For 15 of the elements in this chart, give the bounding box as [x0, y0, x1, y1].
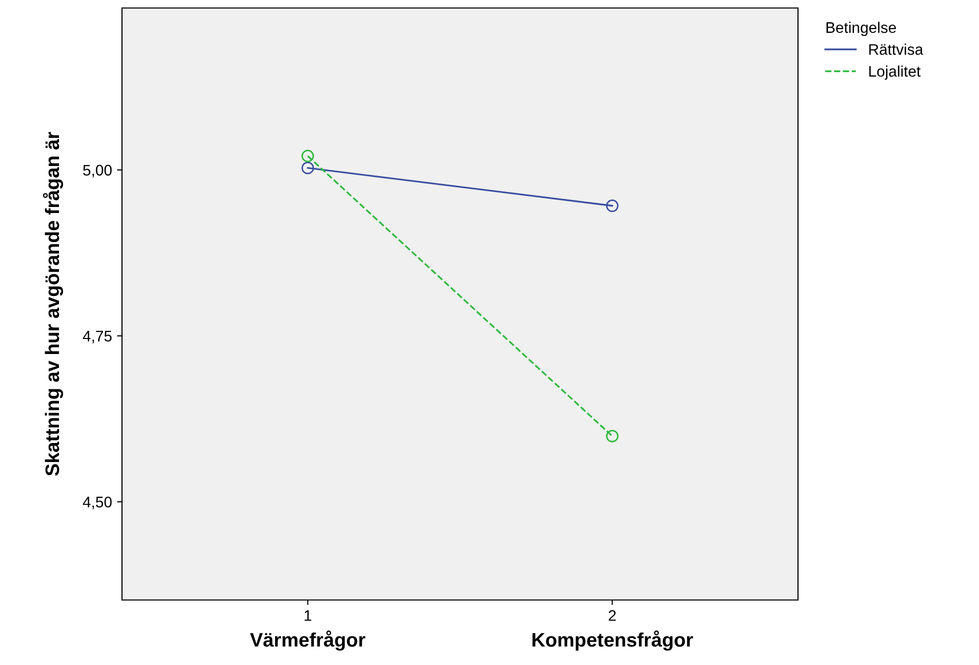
x-tick-label: 1 [304, 610, 312, 621]
point [606, 430, 619, 442]
text: Värmefrågor [250, 630, 366, 651]
x-tick-label: 2 [608, 610, 616, 621]
legend-title: Betingelse [826, 22, 896, 36]
legend-label: Lojalitet [869, 66, 921, 80]
y-tick-label: 5,00 [83, 164, 112, 178]
y-axis-title: Skattning av hur avgörande frågan är [42, 132, 64, 476]
point [606, 200, 619, 212]
point [301, 162, 314, 174]
y-tick-label: 4,75 [82, 330, 112, 344]
point [301, 150, 314, 162]
y-tick-label: 4,50 [82, 496, 112, 510]
legend-label: Rättvisa [869, 44, 924, 55]
text: Kompetensfrågor [532, 630, 693, 651]
